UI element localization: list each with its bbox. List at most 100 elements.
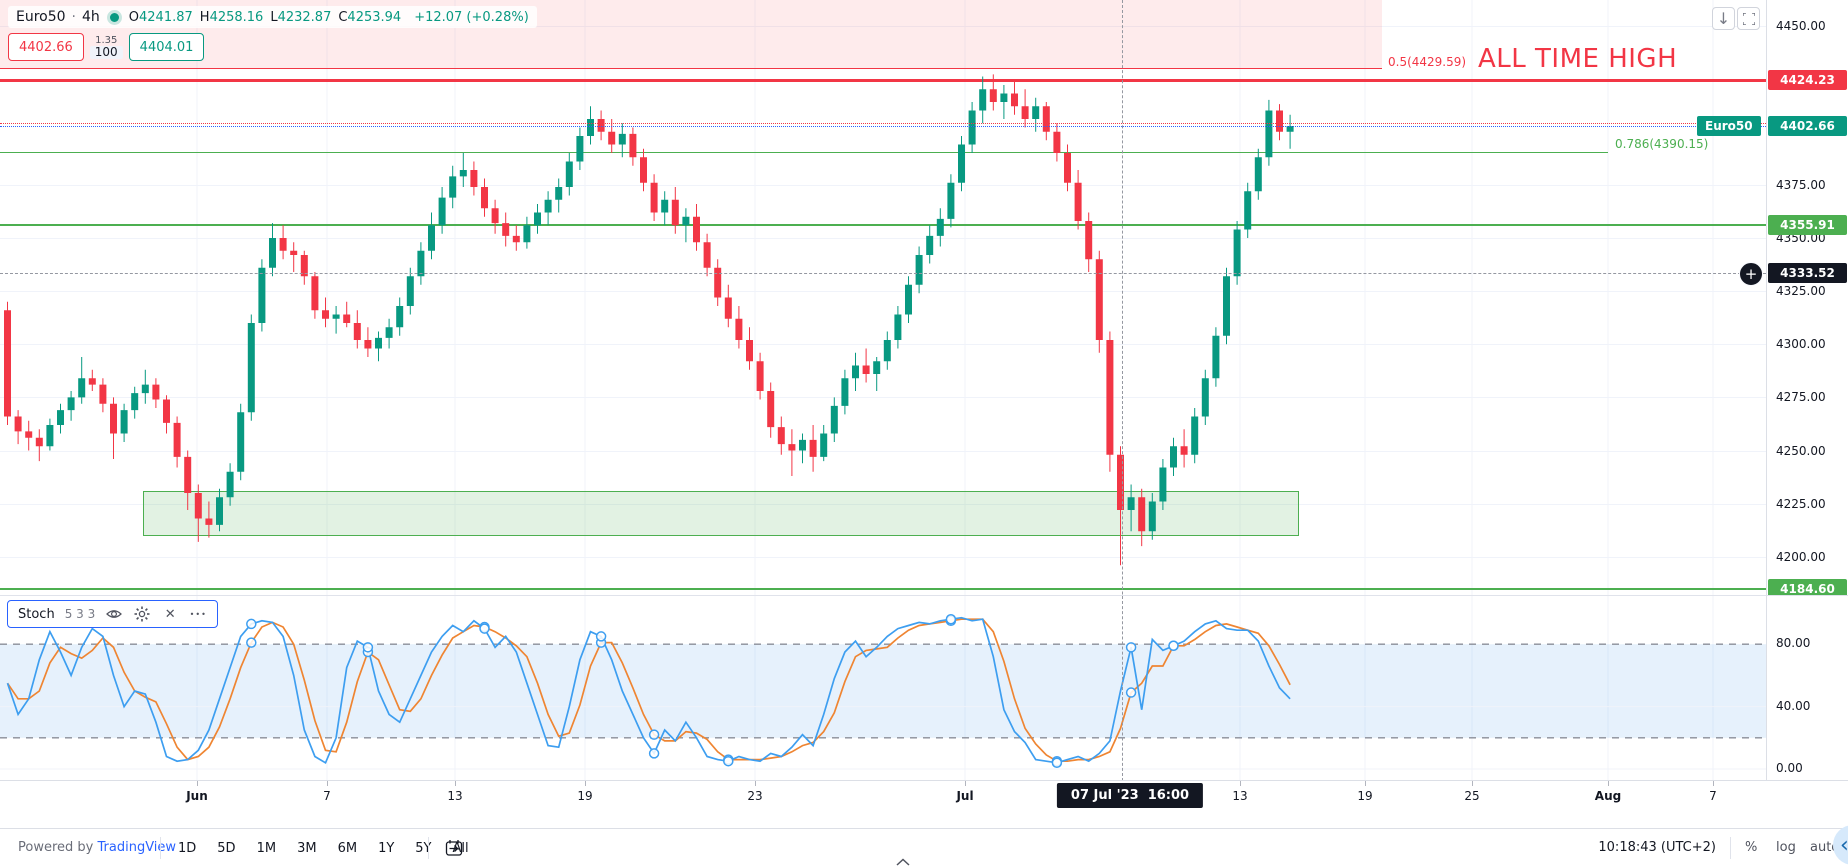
- stochastic-legend[interactable]: Stoch 5 3 3 ✕ •••: [7, 600, 219, 628]
- price-tick: 4300.00: [1776, 337, 1826, 352]
- interval-label[interactable]: 4h: [82, 9, 100, 25]
- time-label-Jun: Jun: [186, 789, 208, 803]
- toolbar-divider: [1730, 837, 1731, 859]
- range-button-1M[interactable]: 1M: [256, 840, 277, 856]
- price-label-4184.60: 4184.60: [1768, 579, 1847, 595]
- price-label-4355.91: 4355.91: [1768, 215, 1847, 236]
- range-button-All[interactable]: All: [452, 840, 469, 856]
- stoch-tick: 80.00: [1776, 636, 1811, 651]
- fullscreen-icon: [1742, 12, 1755, 25]
- all-time-high-line[interactable]: [0, 78, 1766, 82]
- stoch-params: 5 3 3: [64, 607, 96, 621]
- spread-info: 1.35 100: [89, 34, 123, 60]
- bottom-toolbar: Powered by TradingView 1D 5D 1M 3M 6M 1Y 5Y All…: [0, 828, 1848, 868]
- add-alert-plus-icon[interactable]: +: [1739, 262, 1763, 287]
- range-button-3M[interactable]: 3M: [297, 840, 317, 856]
- price-label-4333.52: 4333.52: [1768, 263, 1847, 284]
- time-tick: [1240, 781, 1241, 786]
- price-tick: 4450.00: [1776, 18, 1826, 33]
- fib-0.5-line[interactable]: [0, 68, 1382, 70]
- fib-0.786-label: 0.786(4390.15): [1615, 136, 1709, 151]
- crosshair-horizontal: [0, 273, 1766, 275]
- bid-button[interactable]: 4402.66: [8, 33, 84, 61]
- stochastic-pane[interactable]: Stoch 5 3 3 ✕ •••: [0, 595, 1766, 781]
- ohlc-c: C4253.94: [338, 10, 402, 25]
- price-tick: 4200.00: [1776, 549, 1826, 564]
- panel-expand-caret[interactable]: [896, 858, 910, 866]
- close-icon[interactable]: ✕: [164, 606, 176, 622]
- legend-separator: ·: [71, 9, 76, 25]
- spread-value: 1.35: [95, 34, 118, 46]
- price-label-4402.66: 4402.66: [1768, 116, 1847, 137]
- log-scale-toggle[interactable]: log: [1776, 840, 1796, 855]
- demand-zone[interactable]: [143, 490, 1299, 536]
- support-line-4184[interactable]: [0, 588, 1766, 591]
- time-tick: [1472, 781, 1473, 786]
- support-line-4355[interactable]: [0, 224, 1766, 227]
- time-tick: [1713, 781, 1714, 786]
- arrow-down-icon: ↓: [1716, 9, 1731, 28]
- crosshair-time-label: 07 Jul '23 16:00: [1056, 783, 1204, 808]
- stochastic-scale[interactable]: 80.00 40.00 0.00: [1766, 595, 1848, 781]
- time-tick: [327, 781, 328, 786]
- price-chart-pane[interactable]: 0.5(4429.59) 0.786(4390.15) ALL TIME HIG…: [0, 0, 1766, 595]
- chevron-left-icon: ‹: [1840, 832, 1848, 858]
- auto-scale-toggle[interactable]: auto: [1810, 840, 1840, 855]
- plus-glyph: +: [1744, 265, 1758, 284]
- tradingview-brand-link[interactable]: TradingView: [97, 840, 177, 855]
- stoch-tick: 0.00: [1776, 761, 1803, 775]
- time-label-7: 7: [1709, 789, 1717, 803]
- time-tick: [1608, 781, 1609, 786]
- ohlc-o: O4241.87: [128, 10, 193, 25]
- more-options-icon[interactable]: •••: [189, 609, 207, 619]
- price-tick: 4225.00: [1776, 496, 1826, 511]
- price-tick: 4250.00: [1776, 443, 1826, 458]
- percent-scale-toggle[interactable]: %: [1745, 840, 1758, 855]
- go-to-date-button[interactable]: [444, 838, 464, 858]
- time-tick: [455, 781, 456, 786]
- fullscreen-button[interactable]: [1737, 7, 1760, 30]
- gear-icon[interactable]: [133, 605, 151, 623]
- time-tick: [197, 781, 198, 786]
- symbol-legend: Euro50 · 4h O4241.87 H4258.16 L4232.87 C425…: [8, 6, 537, 61]
- range-button-5D[interactable]: 5D: [217, 840, 236, 856]
- clock-timezone-button[interactable]: 10:18:43 (UTC+2): [1598, 840, 1716, 855]
- time-scale[interactable]: 07 Jul '23 16:00 Jun 7 13 19 23 Jul 13 19 25 Aug 7: [0, 780, 1848, 829]
- time-tick: [965, 781, 966, 786]
- price-tick: 4275.00: [1776, 390, 1826, 405]
- time-label-19: 19: [1357, 789, 1373, 803]
- scroll-to-recent-button[interactable]: ↓: [1712, 7, 1735, 30]
- all-time-high-text[interactable]: ALL TIME HIGH: [1478, 44, 1678, 75]
- ask-button[interactable]: 4404.01: [128, 33, 205, 61]
- eye-icon[interactable]: [105, 605, 123, 623]
- symbol-title[interactable]: Euro50: [16, 9, 66, 25]
- last-price-line: [0, 126, 1766, 128]
- time-label-13: 13: [447, 789, 463, 803]
- candlestick-canvas[interactable]: [0, 0, 1766, 595]
- watchlist-toggle-button[interactable]: ‹: [1833, 825, 1848, 865]
- stochastic-canvas[interactable]: [0, 596, 1766, 781]
- range-button-1Y[interactable]: 1Y: [378, 840, 395, 856]
- fib-0.5-label: 0.5(4429.59): [1388, 54, 1467, 69]
- price-tick: 4375.00: [1776, 177, 1826, 192]
- symbol-price-tag: Euro50: [1697, 116, 1761, 137]
- ohlc-values: O4241.87 H4258.16 L4232.87 C4253.94: [129, 9, 408, 25]
- range-button-1D[interactable]: 1D: [178, 840, 197, 856]
- powered-by-text: Powered by: [18, 840, 94, 855]
- fib-0.786-line[interactable]: [0, 152, 1608, 154]
- crosshair-vertical-stoch: [1122, 596, 1123, 781]
- market-status-icon[interactable]: [109, 12, 119, 22]
- ask-price-line: [0, 123, 1766, 125]
- date-range-buttons: 1D 5D 1M 3M 6M 1Y 5Y All: [172, 829, 475, 867]
- stoch-tick: 40.00: [1776, 698, 1811, 713]
- time-tick: [1365, 781, 1366, 786]
- powered-by-link[interactable]: Powered by TradingView: [18, 840, 176, 855]
- range-button-6M[interactable]: 6M: [337, 840, 358, 856]
- time-label-13: 13: [1232, 789, 1248, 803]
- crosshair-vertical: [1122, 0, 1123, 595]
- stoch-title: Stoch: [18, 606, 55, 622]
- time-tick: [585, 781, 586, 786]
- price-scale[interactable]: 4450.00 4375.00 4350.00 4325.00 4300.00 4275.…: [1766, 0, 1848, 595]
- range-button-5Y[interactable]: 5Y: [415, 840, 432, 856]
